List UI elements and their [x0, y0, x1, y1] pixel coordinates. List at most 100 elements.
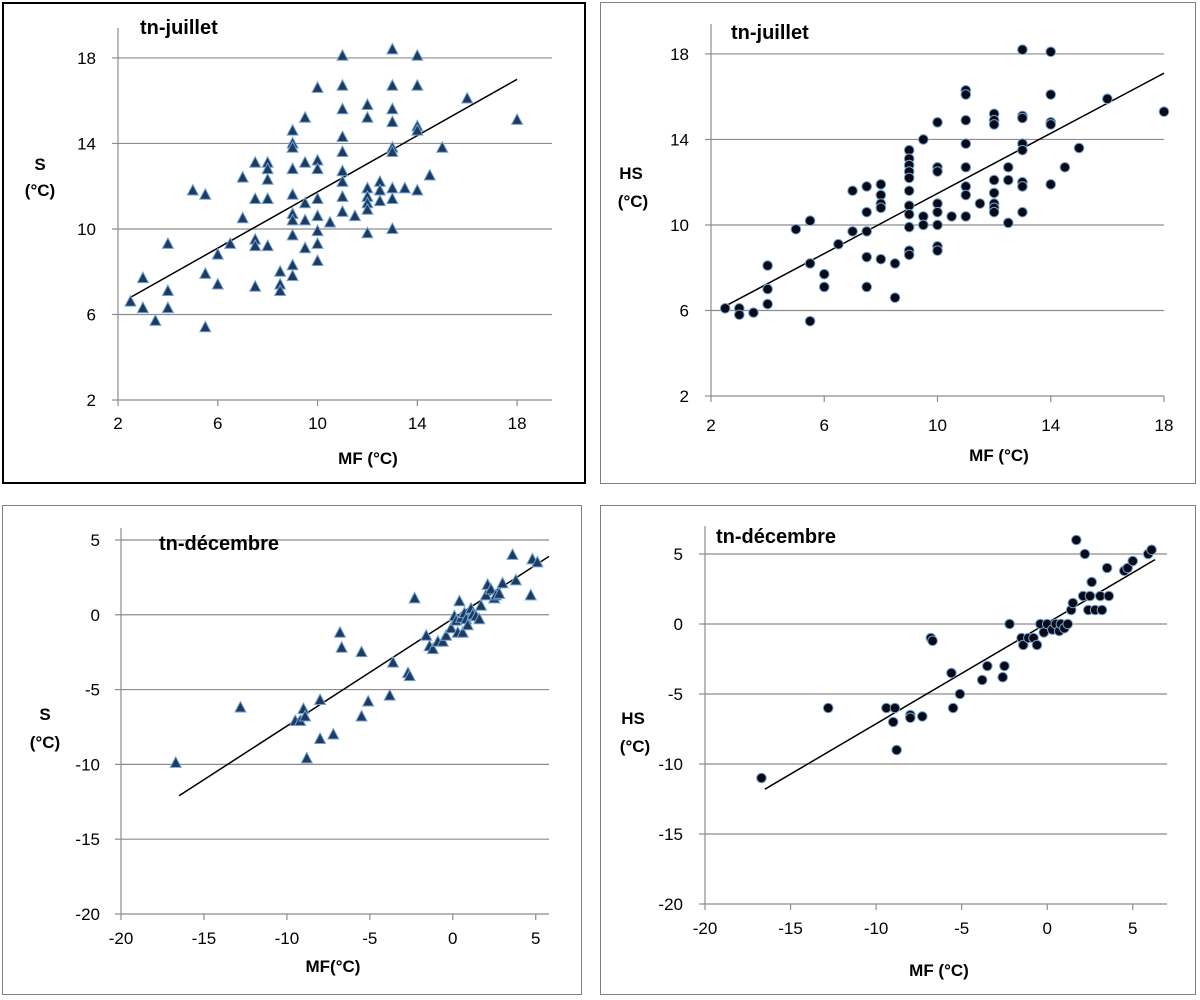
- data-point: [198, 266, 212, 279]
- data-point: [386, 114, 399, 128]
- data-point: [198, 320, 212, 333]
- data-point: [960, 114, 972, 126]
- y-axis-label: HS: [621, 709, 645, 728]
- data-point: [161, 283, 175, 296]
- data-point: [149, 313, 162, 326]
- y-tick-label: 10: [77, 220, 96, 239]
- x-tick-label: -20: [693, 919, 718, 938]
- y-tick-label: 0: [91, 606, 100, 625]
- x-tick-label: -5: [954, 919, 969, 938]
- y-axis-label: (°C): [25, 181, 55, 200]
- data-point: [974, 198, 986, 209]
- data-point: [435, 140, 449, 153]
- data-point: [960, 161, 972, 173]
- data-point: [298, 241, 312, 254]
- chart-panel-hs-tn-decembre: -20 -15 -10 -5 0 5 -20 -15 -10 -5 0 5 tn-décembre MF …: [600, 505, 1196, 995]
- data-point: [932, 245, 943, 256]
- data-point: [161, 236, 175, 249]
- data-point: [1146, 544, 1157, 556]
- data-point: [960, 89, 972, 100]
- data-point: [336, 189, 349, 202]
- data-point: [336, 129, 349, 143]
- data-point: [273, 264, 287, 277]
- chart-panel-s-tn-juillet: 2 6 10 14 18 2 6 10 14 18 tn-juillet MF (°C) S (°C): [2, 2, 586, 484]
- data-point: [408, 591, 421, 604]
- data-point: [1079, 548, 1091, 560]
- x-tick-label: 0: [448, 929, 457, 948]
- data-point: [311, 80, 324, 93]
- data-point: [889, 292, 901, 303]
- data-point: [1103, 590, 1115, 602]
- x-tick-label: 18: [1155, 416, 1174, 435]
- chart-3-svg: -20 -15 -10 -5 0 5 -20 -15 -10 -5 0 5 tn-décembre MF …: [620, 526, 1167, 980]
- data-point: [286, 140, 299, 153]
- data-point: [762, 298, 773, 310]
- data-point: [1017, 112, 1028, 124]
- data-point: [954, 688, 966, 700]
- chart-title: tn-juillet: [140, 17, 218, 39]
- data-point: [336, 174, 349, 187]
- data-point: [456, 625, 470, 638]
- data-point: [822, 702, 834, 714]
- data-point: [386, 144, 399, 157]
- data-point: [1122, 562, 1133, 574]
- data-point: [286, 123, 299, 136]
- data-point: [410, 78, 424, 91]
- data-point: [976, 674, 988, 686]
- data-point: [423, 168, 437, 181]
- data-point: [211, 247, 225, 260]
- data-point: [348, 209, 362, 222]
- data-point: [474, 598, 488, 611]
- chart-title: tn-décembre: [159, 533, 279, 555]
- data-point: [1045, 89, 1057, 100]
- data-point: [298, 709, 312, 722]
- data-point: [234, 700, 247, 713]
- data-point: [833, 238, 844, 250]
- data-point: [804, 258, 816, 269]
- data-point: [211, 277, 225, 290]
- data-point: [999, 660, 1010, 672]
- data-point: [198, 187, 212, 200]
- data-point: [861, 226, 873, 237]
- data-point: [410, 48, 424, 61]
- data-point: [286, 228, 299, 241]
- data-point: [946, 667, 957, 679]
- y-axis-label: S: [39, 705, 50, 724]
- data-point: [1002, 161, 1014, 173]
- data-point: [790, 223, 802, 235]
- data-point: [861, 181, 873, 192]
- y-axis-label: (°C): [620, 737, 650, 756]
- data-point: [748, 307, 759, 318]
- data-point: [313, 731, 327, 744]
- data-point: [1031, 639, 1043, 651]
- data-point: [336, 102, 349, 115]
- data-point: [988, 206, 1000, 218]
- data-point: [891, 744, 902, 756]
- data-point: [762, 283, 773, 295]
- data-point: [506, 547, 519, 560]
- data-point: [297, 701, 310, 715]
- data-point: [887, 716, 899, 728]
- y-tick-label: -5: [85, 681, 100, 700]
- y-axis-label: (°C): [618, 192, 648, 211]
- x-tick-label: 10: [308, 414, 327, 433]
- data-point: [510, 112, 524, 125]
- data-point: [169, 755, 183, 768]
- chart-title: tn-juillet: [731, 22, 809, 44]
- data-point: [946, 211, 957, 222]
- data-point: [1059, 161, 1071, 173]
- y-tick-label: -15: [658, 825, 683, 844]
- data-point: [361, 202, 374, 215]
- y-tick-label: -10: [658, 755, 683, 774]
- data-point: [875, 253, 887, 265]
- data-point: [444, 621, 458, 634]
- chart-0-svg: 2 6 10 14 18 2 6 10 14 18 tn-juillet MF (°C) S (°C): [25, 17, 552, 468]
- data-point: [1017, 44, 1028, 55]
- data-point: [355, 645, 368, 658]
- data-point: [386, 181, 399, 194]
- data-point: [186, 183, 200, 196]
- data-point: [1017, 181, 1028, 192]
- data-point: [398, 181, 412, 194]
- data-point: [903, 221, 915, 233]
- data-point: [1002, 217, 1014, 229]
